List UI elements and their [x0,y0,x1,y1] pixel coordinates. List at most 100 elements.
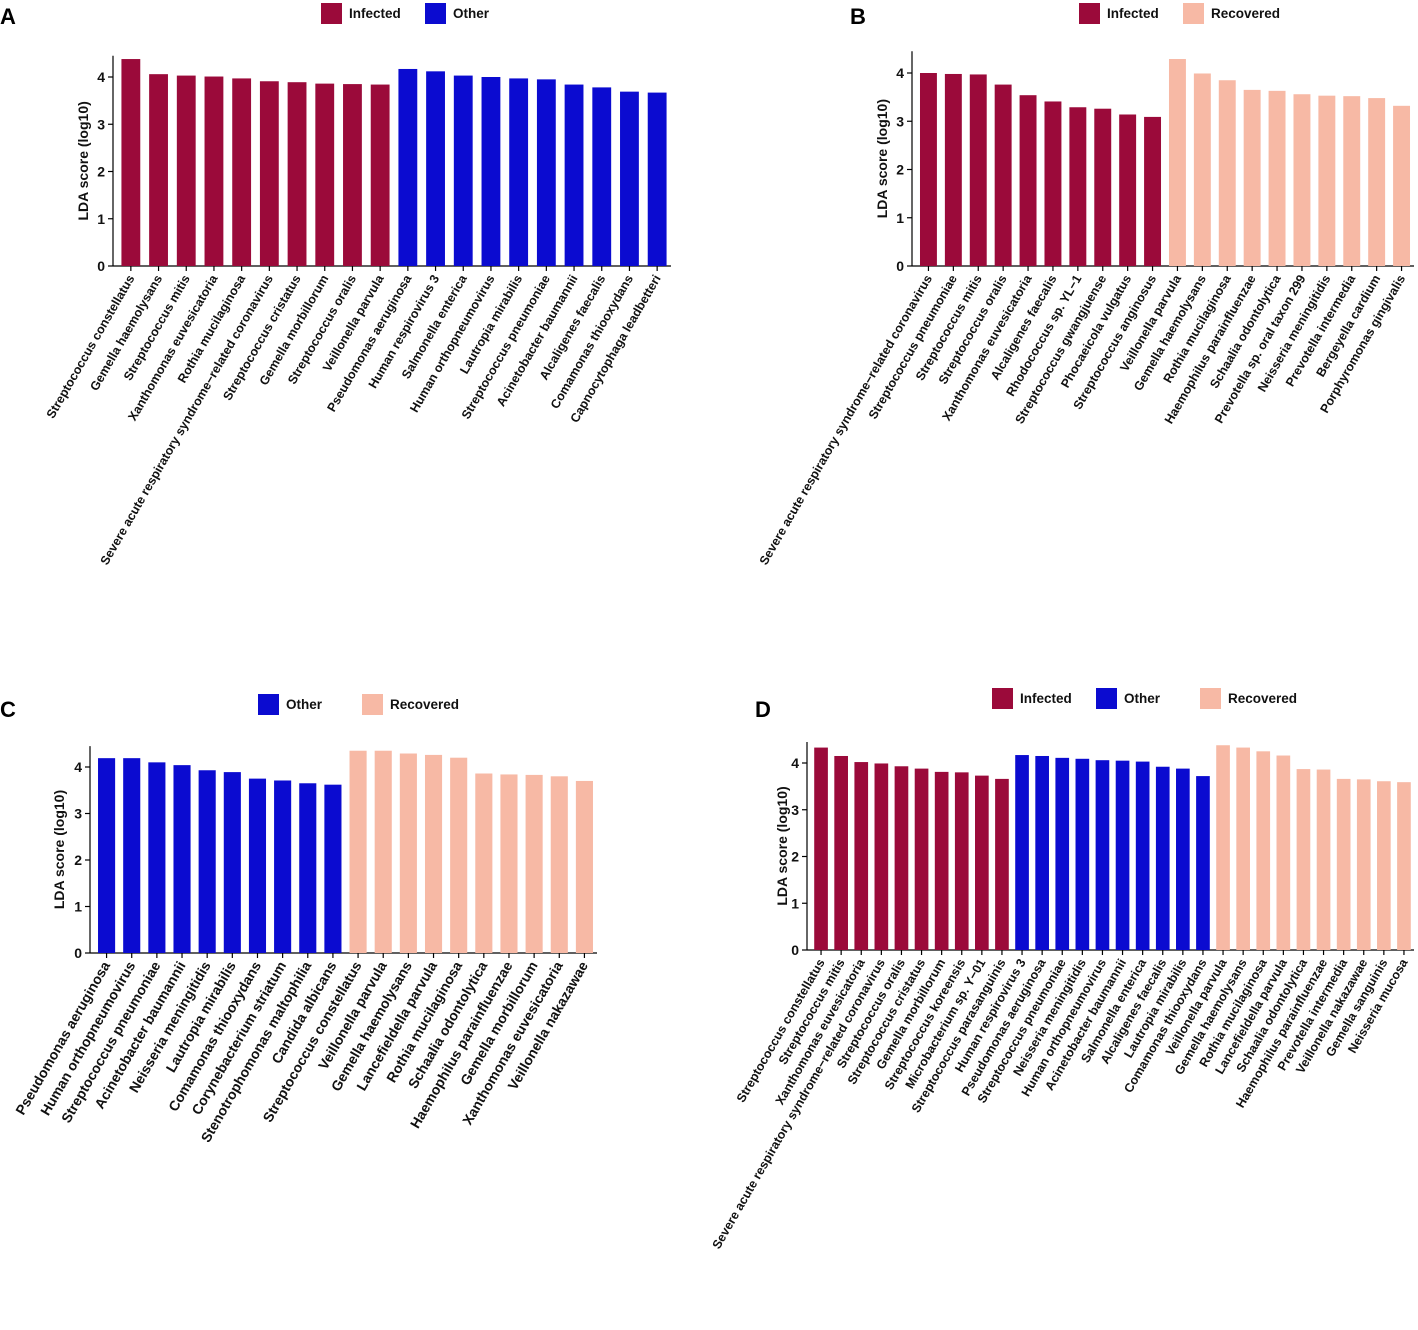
legend-label-recovered: Recovered [390,697,459,712]
bar [1243,89,1261,266]
y-tick-label: 3 [97,116,105,132]
bar [176,75,196,267]
bar [399,753,417,953]
bar [370,84,390,266]
legend-label-infected: Infected [1107,6,1159,21]
legend-swatch-other [258,694,279,715]
bar [198,770,216,953]
bar [814,747,828,950]
bar [1218,80,1236,266]
bar [592,87,612,267]
bar [424,754,443,953]
bar [1015,755,1029,950]
y-tick-label: 1 [97,211,105,227]
bar [1019,95,1037,266]
y-tick-label: 1 [791,895,799,911]
bar [1094,108,1112,266]
y-tick-label: 4 [74,759,82,775]
y-tick-label: 3 [791,802,799,818]
bar [1135,761,1150,950]
bar [450,757,468,953]
bar [98,758,116,953]
y-tick-label: 4 [97,69,105,85]
bar [975,775,989,950]
y-tick-label: 4 [791,755,799,771]
bar [315,83,335,267]
bar [343,84,362,267]
bar [481,77,501,266]
bar [1397,782,1411,950]
y-tick-label: 0 [791,942,799,958]
bar [1055,757,1070,950]
y-tick-label: 1 [896,210,904,226]
bar [934,771,949,950]
panel-letter-a: A [0,4,16,29]
legend-label-other: Other [286,697,323,712]
bar [874,763,889,950]
bar [944,73,962,266]
y-axis-title: LDA score (log10) [51,790,67,909]
bar [1296,769,1311,950]
bar [1256,751,1271,950]
bar [223,772,241,953]
bar [995,778,1009,950]
bar [248,778,267,953]
bar [1193,73,1211,266]
bar [1095,760,1110,950]
y-tick-label: 0 [97,258,105,274]
bar [500,774,518,953]
legend-label-other: Other [1124,691,1161,706]
bar [1075,758,1090,950]
bar [1368,98,1386,266]
bar [287,82,307,266]
bar [1035,755,1049,950]
bar [536,79,556,266]
bar [1393,105,1411,266]
y-tick-label: 4 [896,65,904,81]
bar [647,92,667,266]
y-tick-label: 0 [74,945,82,961]
bar [148,762,166,953]
bar [994,84,1012,266]
y-tick-label: 2 [74,852,82,868]
bar [1069,107,1087,266]
y-axis-title: LDA score (log10) [75,101,91,220]
y-tick-label: 1 [74,899,82,915]
bar [349,750,367,953]
bar [1276,755,1291,950]
bar [575,780,593,953]
y-axis-title: LDA score (log10) [774,786,790,905]
bar [324,784,342,953]
y-tick-label: 2 [97,164,105,180]
bar [894,766,909,950]
bar [1268,90,1286,266]
bar [123,758,141,953]
bar [1216,745,1230,950]
bar [299,783,317,953]
bar [919,73,937,266]
legend-swatch-recovered [362,694,383,715]
bar [1343,96,1361,266]
bar [1196,776,1210,950]
bar [1236,747,1250,950]
panel-letter-d: D [755,697,771,722]
bar [1377,781,1391,950]
chart-panel-b: Infected Recovered 0 1 2 3 4 LDA score (log10) S… [757,3,1414,567]
panel-letter-c: C [0,697,16,722]
bar [854,762,869,950]
y-tick-label: 0 [896,258,904,274]
bar [121,59,141,266]
legend-label-recovered: Recovered [1211,6,1280,21]
bar [564,84,584,266]
bar [149,74,168,266]
bar [1144,116,1162,266]
bar [1356,779,1371,950]
bar [1168,59,1186,266]
legend-swatch-infected [321,3,342,24]
bar [426,71,445,266]
legend-swatch-recovered [1200,688,1221,709]
